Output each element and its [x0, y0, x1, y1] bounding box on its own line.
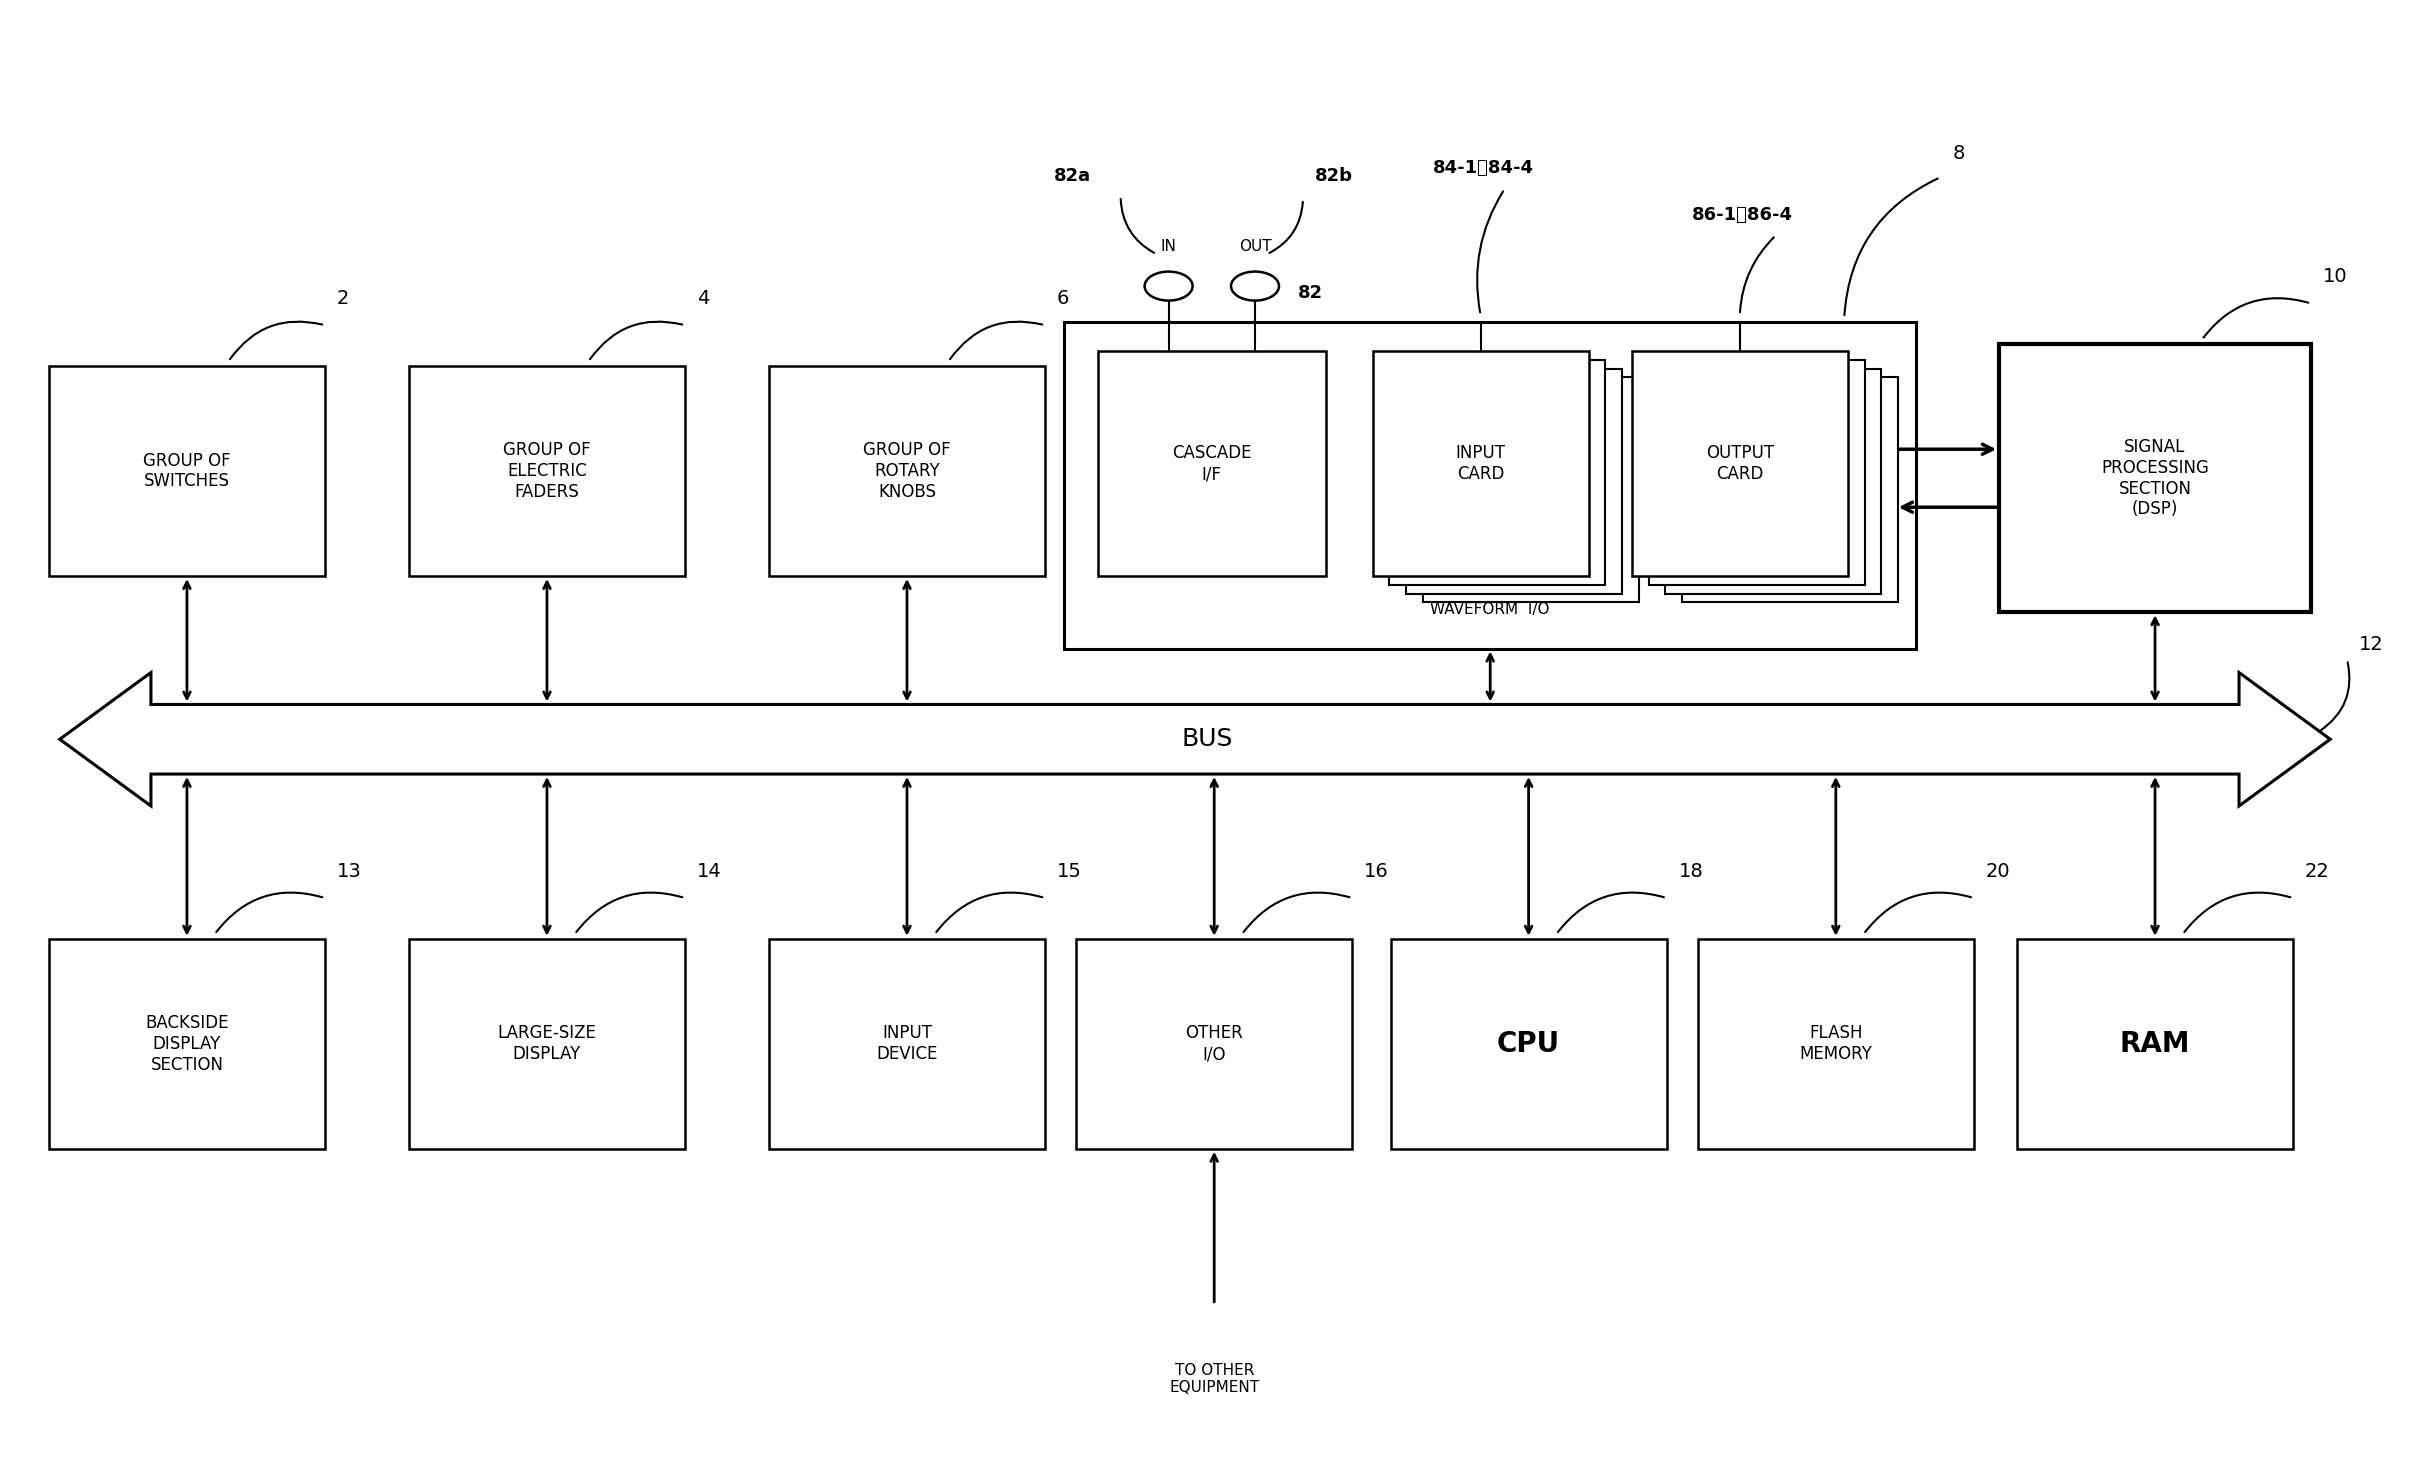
Text: BUS: BUS — [1180, 728, 1234, 751]
Text: 86-1～86-4: 86-1～86-4 — [1692, 206, 1794, 224]
Text: 15: 15 — [1057, 862, 1081, 881]
Text: OUTPUT
CARD: OUTPUT CARD — [1707, 445, 1774, 483]
Bar — [1390, 360, 1605, 584]
Text: 8: 8 — [1953, 143, 1965, 163]
Bar — [48, 366, 326, 577]
Text: GROUP OF
ELECTRIC
FADERS: GROUP OF ELECTRIC FADERS — [502, 441, 591, 501]
Text: 22: 22 — [2305, 862, 2330, 881]
Text: BACKSIDE
DISPLAY
SECTION: BACKSIDE DISPLAY SECTION — [145, 1015, 229, 1073]
Bar — [770, 938, 1045, 1149]
Text: FLASH
MEMORY: FLASH MEMORY — [1798, 1025, 1873, 1063]
Circle shape — [1144, 272, 1193, 300]
Text: GROUP OF
ROTARY
KNOBS: GROUP OF ROTARY KNOBS — [864, 441, 951, 501]
Text: 6: 6 — [1057, 288, 1069, 307]
Text: GROUP OF
SWITCHES: GROUP OF SWITCHES — [142, 451, 232, 490]
Text: 16: 16 — [1364, 862, 1388, 881]
Bar — [408, 938, 686, 1149]
Text: IN: IN — [1161, 239, 1176, 255]
Bar — [408, 366, 686, 577]
Bar — [1098, 351, 1325, 577]
Bar — [1422, 378, 1639, 602]
Circle shape — [1231, 272, 1279, 300]
Text: TO OTHER
EQUIPMENT: TO OTHER EQUIPMENT — [1168, 1363, 1260, 1395]
Text: 18: 18 — [1678, 862, 1704, 881]
Bar — [48, 938, 326, 1149]
Text: CPU: CPU — [1497, 1029, 1559, 1058]
Bar — [1390, 938, 1666, 1149]
Text: 13: 13 — [338, 862, 362, 881]
Text: 82: 82 — [1299, 284, 1323, 303]
Bar — [1407, 369, 1622, 593]
Bar — [152, 704, 2240, 774]
Bar — [1632, 351, 1847, 577]
Text: INPUT
CARD: INPUT CARD — [1456, 445, 1506, 483]
Text: OTHER
I/O: OTHER I/O — [1185, 1025, 1243, 1063]
Text: LARGE-SIZE
DISPLAY: LARGE-SIZE DISPLAY — [497, 1025, 596, 1063]
Bar — [1649, 360, 1864, 584]
Text: 82b: 82b — [1316, 167, 1352, 184]
Bar — [1077, 938, 1352, 1149]
Text: 20: 20 — [1987, 862, 2011, 881]
Text: 10: 10 — [2322, 266, 2349, 285]
Bar — [1374, 351, 1588, 577]
Text: INPUT
DEVICE: INPUT DEVICE — [876, 1025, 937, 1063]
Bar — [1666, 369, 1881, 593]
Bar — [2018, 938, 2293, 1149]
Text: CASCADE
I/F: CASCADE I/F — [1173, 445, 1250, 483]
Text: WAVEFORM  I/O: WAVEFORM I/O — [1432, 602, 1550, 616]
Text: 14: 14 — [698, 862, 722, 881]
Text: 4: 4 — [698, 288, 710, 307]
Text: 2: 2 — [338, 288, 350, 307]
Text: RAM: RAM — [2119, 1029, 2189, 1058]
Text: 82a: 82a — [1055, 167, 1091, 184]
Text: 84-1～84-4: 84-1～84-4 — [1432, 160, 1533, 177]
Bar — [1999, 344, 2310, 612]
Bar — [1065, 322, 1917, 649]
Text: 12: 12 — [2358, 635, 2383, 654]
Polygon shape — [60, 672, 2330, 807]
Bar — [770, 366, 1045, 577]
Text: OUT: OUT — [1238, 239, 1272, 255]
Bar — [1683, 378, 1897, 602]
Bar — [1697, 938, 1975, 1149]
Text: SIGNAL
PROCESSING
SECTION
(DSP): SIGNAL PROCESSING SECTION (DSP) — [2100, 438, 2209, 518]
